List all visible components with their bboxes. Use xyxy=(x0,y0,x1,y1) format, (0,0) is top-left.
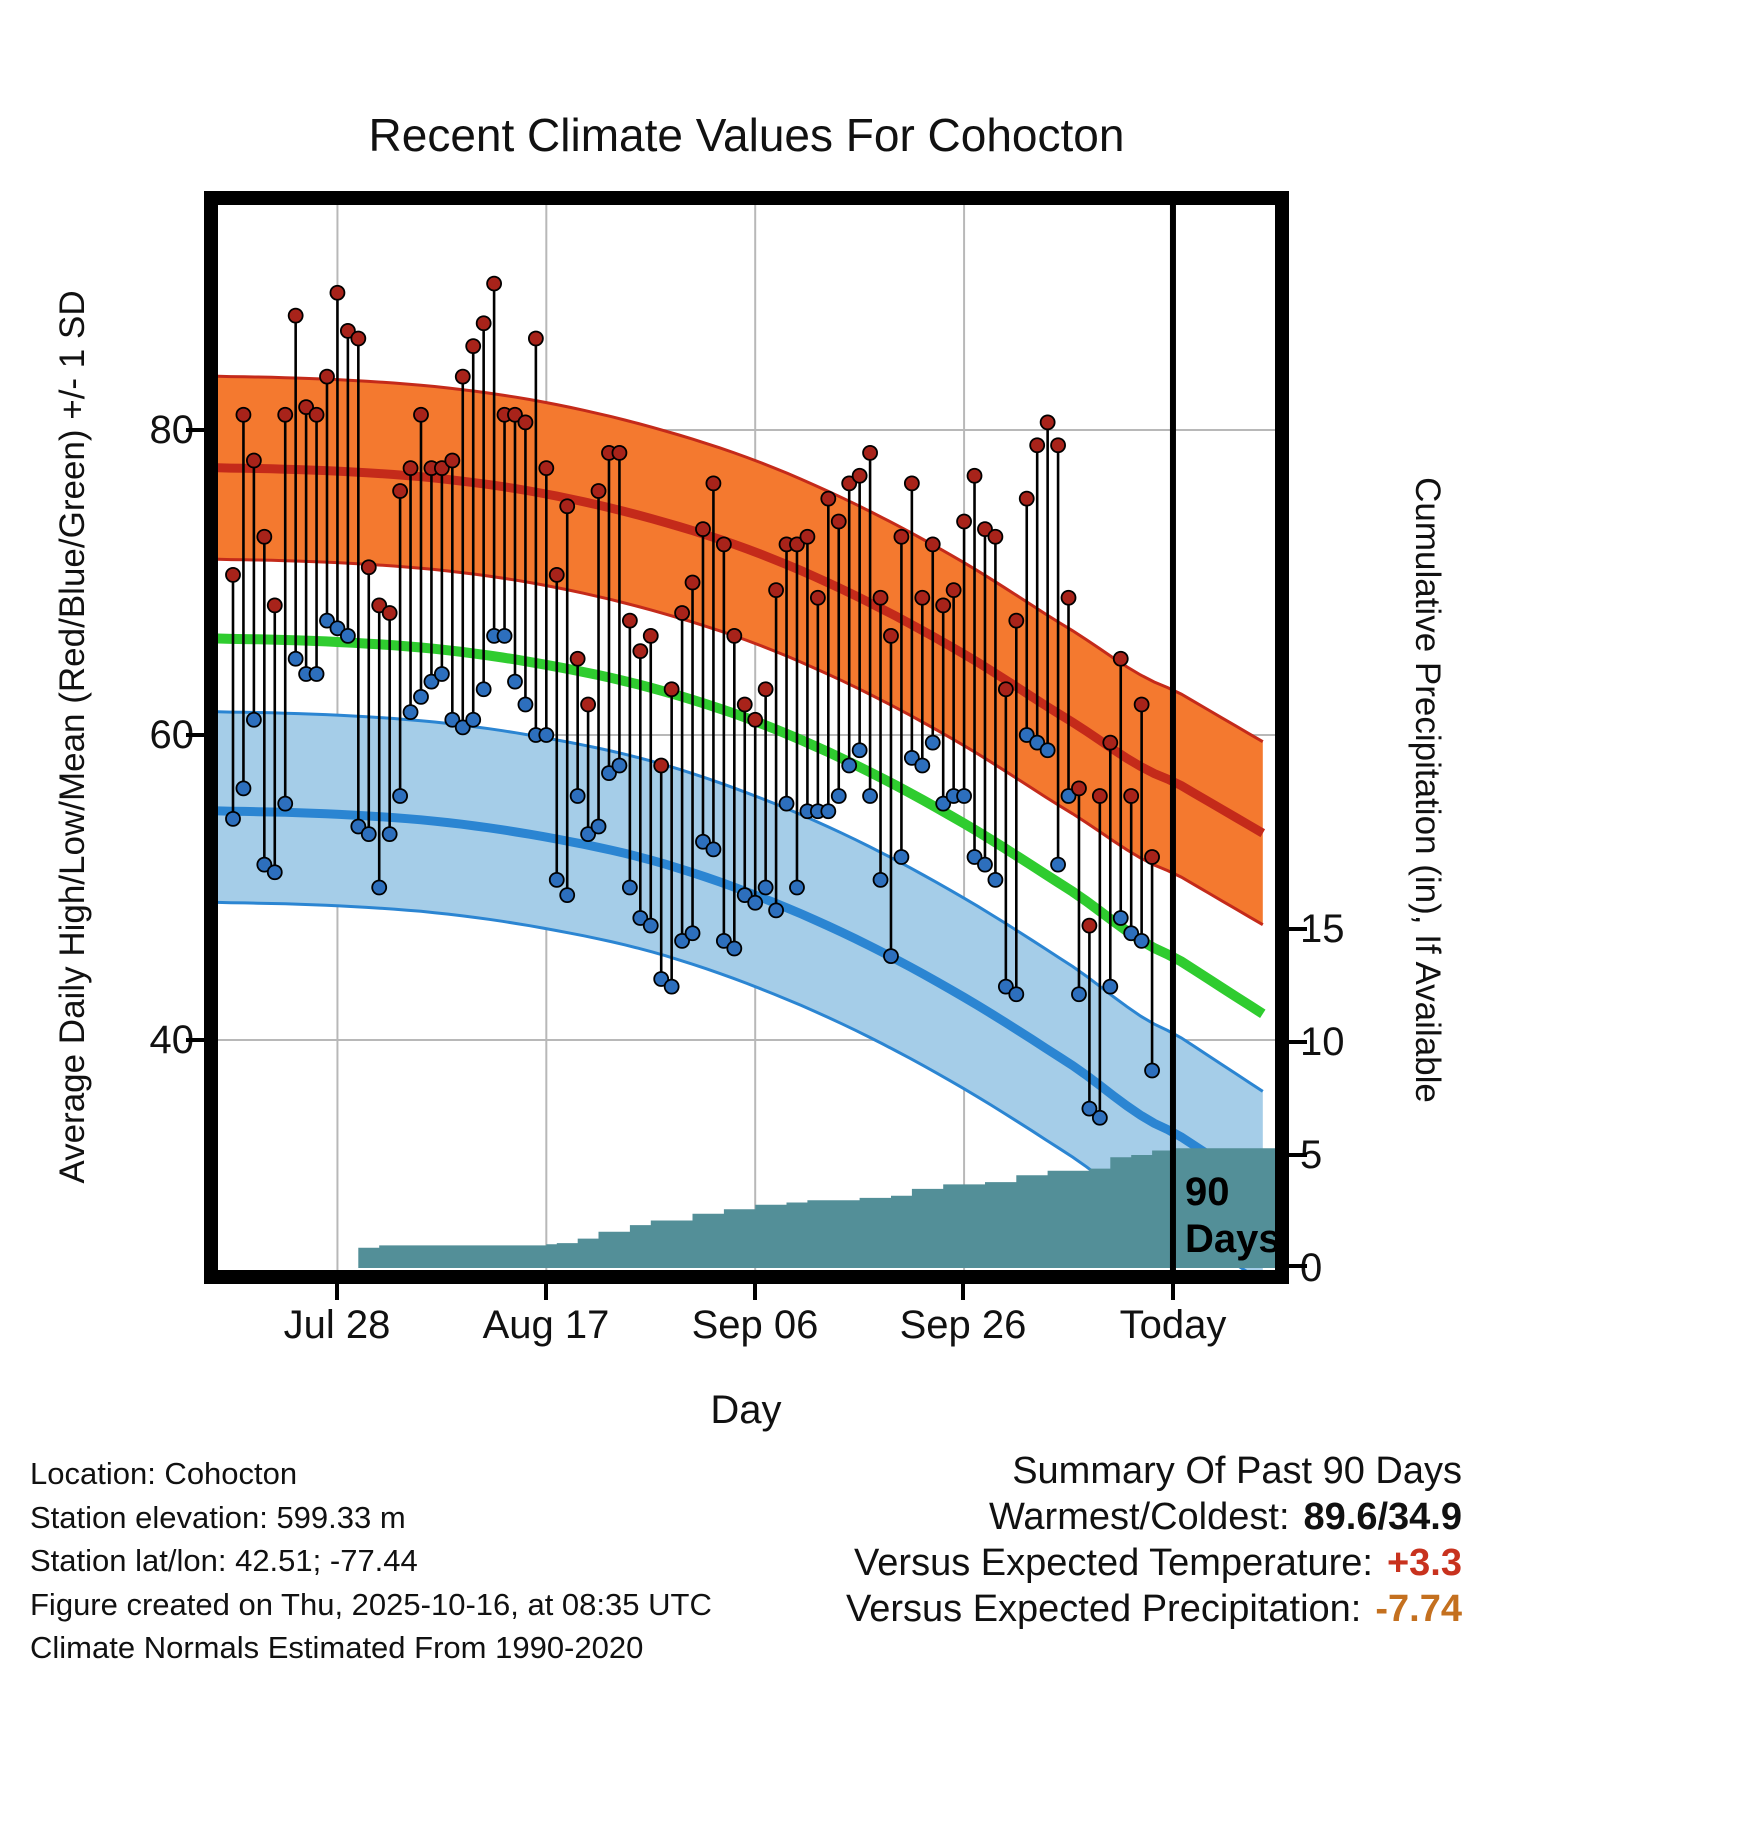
tick-mark xyxy=(1289,1264,1307,1268)
svg-text:Days: Days xyxy=(1185,1217,1275,1261)
x-tick-label-sep26: Sep 26 xyxy=(899,1303,1027,1347)
footer-latlon: Station lat/lon: 42.51; -77.44 xyxy=(30,1543,418,1578)
station-info: Location: Cohocton Station elevation: 59… xyxy=(30,1452,790,1670)
vs-temp-label: Versus Expected Temperature: xyxy=(854,1542,1373,1584)
precip-tick-label-5: 5 xyxy=(1300,1133,1323,1177)
summary-warmest-coldest: Warmest/Coldest: 89.6/34.9 xyxy=(740,1494,1462,1540)
tick-mark xyxy=(1289,1040,1307,1044)
precip-tick-label-15: 15 xyxy=(1300,907,1345,951)
precip-tick-label-0: 0 xyxy=(1300,1246,1323,1290)
tick-mark xyxy=(186,733,204,737)
x-tick-label-jul28: Jul 28 xyxy=(283,1303,391,1347)
x-tick-label-today: Today xyxy=(1119,1303,1227,1347)
summary-past-90-days: Summary Of Past 90 Days Warmest/Coldest:… xyxy=(740,1448,1462,1632)
summary-vs-precipitation: Versus Expected Precipitation: -7.74 xyxy=(740,1586,1462,1632)
summary-vs-temperature: Versus Expected Temperature: +3.3 xyxy=(740,1540,1462,1586)
tick-mark xyxy=(335,1284,339,1300)
summary-title: Summary Of Past 90 Days xyxy=(1012,1450,1462,1492)
warmest-coldest-value: 89.6/34.9 xyxy=(1303,1496,1462,1538)
precip-anomaly-value: -7.74 xyxy=(1375,1588,1462,1630)
x-tick-label-sep06: Sep 06 xyxy=(691,1303,819,1347)
footer-created: Figure created on Thu, 2025-10-16, at 08… xyxy=(30,1586,712,1622)
tick-mark xyxy=(1171,1284,1175,1300)
footer-location: Location: Cohocton xyxy=(30,1456,298,1491)
tick-mark xyxy=(186,1038,204,1042)
x-axis-title: Day xyxy=(710,1388,782,1432)
footer-elevation: Station elevation: 599.33 m xyxy=(30,1499,406,1535)
tick-mark xyxy=(1289,927,1307,931)
y-tick-label-60: 60 xyxy=(149,713,195,757)
tick-mark xyxy=(753,1284,757,1300)
warmest-coldest-label: Warmest/Coldest: xyxy=(988,1496,1290,1538)
chart-title: Recent Climate Values For Cohocton xyxy=(368,109,1125,161)
vs-precip-label: Versus Expected Precipitation: xyxy=(845,1588,1362,1630)
tick-mark xyxy=(186,428,204,432)
tick-mark xyxy=(544,1284,548,1300)
precip-tick-label-10: 10 xyxy=(1300,1020,1345,1064)
x-tick-label-aug17: Aug 17 xyxy=(482,1303,610,1347)
temp-anomaly-value: +3.3 xyxy=(1386,1542,1462,1584)
footer-normals: Climate Normals Estimated From 1990-2020 xyxy=(30,1630,644,1665)
tick-mark xyxy=(1289,1153,1307,1157)
tick-mark xyxy=(961,1284,965,1300)
svg-text:90: 90 xyxy=(1185,1170,1230,1214)
y-tick-label-80: 80 xyxy=(149,408,195,452)
y-tick-label-40: 40 xyxy=(149,1018,195,1062)
plot-frame xyxy=(204,191,1289,1284)
